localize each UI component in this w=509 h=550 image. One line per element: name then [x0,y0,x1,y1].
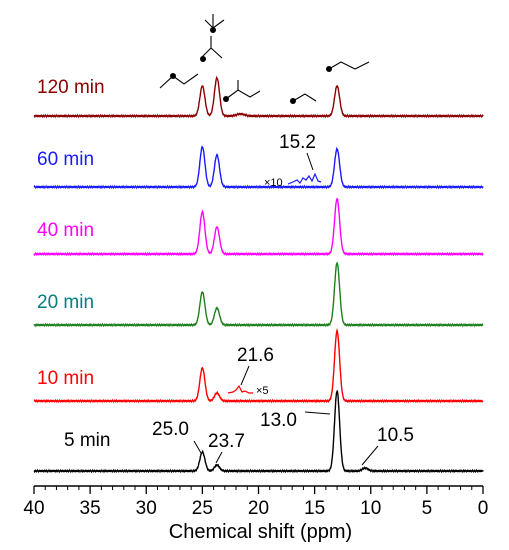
inset-trace [287,172,322,185]
molecular-structures [159,14,370,104]
spectrum-trace-120-min [33,75,484,119]
peak-annotations: 15.2 ×10 21.6 ×5 25.0 23.7 13.0 10.5 [152,132,414,466]
carbon-marker [223,96,229,102]
peak-label: 13.0 [260,410,297,431]
series-label: 40 min [37,220,94,241]
bond-line [212,19,225,29]
leader-line [193,440,202,454]
leader-line [306,152,314,171]
spectrum-trace-40-min [33,197,484,257]
zoom-factor-label: ×5 [256,385,269,397]
series-label: 20 min [37,292,94,313]
x-tick-label: 25 [192,498,213,519]
x-tick-label: 15 [304,498,325,519]
bond-line [328,61,370,70]
peak-label-15-2: 15.2 [279,132,316,153]
x-tick-label: 40 [23,498,44,519]
x-axis: 40 35 30 25 20 15 10 5 0 Chemical shift (ppm) [23,485,489,543]
spectrum-trace-5-min [33,389,484,474]
carbon-marker [210,27,216,33]
series-label: 5 min [64,430,110,451]
peak-label-21-6: 21.6 [237,345,274,366]
x-tick-label: 0 [478,498,489,519]
series-label: 60 min [37,149,94,170]
bond-line [292,93,317,102]
peak-label: 23.7 [208,431,245,452]
series-label: 10 min [37,368,94,389]
bond-line [159,73,199,89]
leader-line [304,411,331,415]
x-tick-label: 30 [136,498,157,519]
x-tick-label: 5 [422,498,433,519]
carbon-marker [326,66,332,72]
peak-label: 25.0 [152,419,189,440]
carbon-marker [170,73,176,79]
spectra-traces [33,75,484,474]
carbon-marker [290,98,296,104]
bond-line [204,19,214,29]
series-labels: 120 min 60 min 40 min 20 min 10 min 5 min [37,77,110,451]
x-tick-label: 10 [360,498,381,519]
zoom-factor-label: ×10 [264,177,283,189]
leader-line [240,365,250,386]
spectrum-trace-10-min [33,327,484,404]
x-tick-label: 35 [80,498,101,519]
peak-label: 10.5 [377,425,414,446]
carbon-marker [200,56,206,62]
inset-trace [227,384,253,394]
spectrum-trace-20-min [33,261,484,328]
leader-line [215,451,223,464]
x-tick-label: 20 [248,498,269,519]
bond-line [225,89,261,100]
bond-line [210,47,223,59]
leader-line [361,445,379,466]
spectrum-trace-60-min [33,145,484,190]
x-axis-title: Chemical shift (ppm) [169,521,352,543]
series-label: 120 min [37,77,105,98]
